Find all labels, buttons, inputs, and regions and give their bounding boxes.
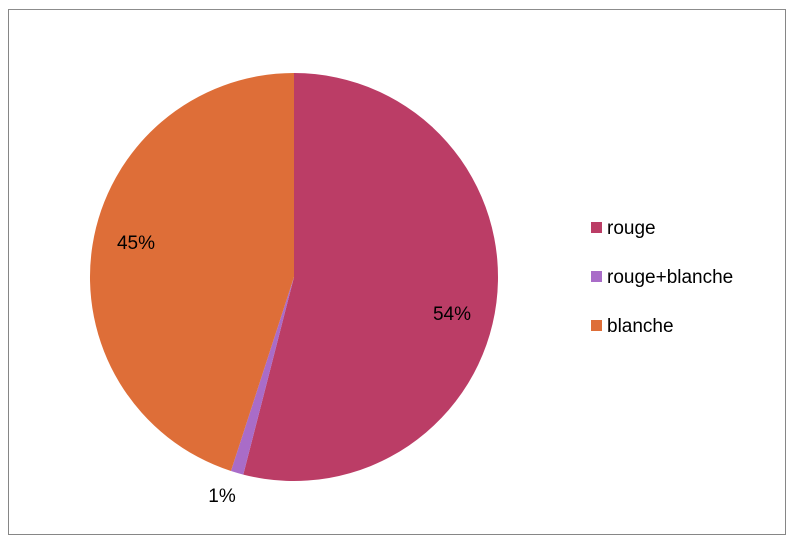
legend-label-rouge: rouge <box>607 218 656 239</box>
data-label-blanche: 45% <box>117 233 155 254</box>
data-label-rouge: 54% <box>433 304 471 325</box>
legend-label-blanche: blanche <box>607 316 674 337</box>
legend-swatch-blanche <box>591 320 602 331</box>
legend-swatch-rouge <box>591 222 602 233</box>
pie-slices <box>89 73 499 481</box>
legend-label-rouge-blanche: rouge+blanche <box>607 267 733 288</box>
pie-slice-rouge <box>243 73 499 481</box>
legend-swatch-rouge-blanche <box>591 271 602 282</box>
chart-legend: rouge rouge+blanche blanche <box>591 218 733 337</box>
data-label-rouge-blanche: 1% <box>208 486 236 507</box>
pie-slice-blanche <box>89 73 294 472</box>
pie-data-labels: 54% 1% 45% <box>117 233 471 507</box>
pie-slice-rouge-blanche <box>230 277 294 475</box>
